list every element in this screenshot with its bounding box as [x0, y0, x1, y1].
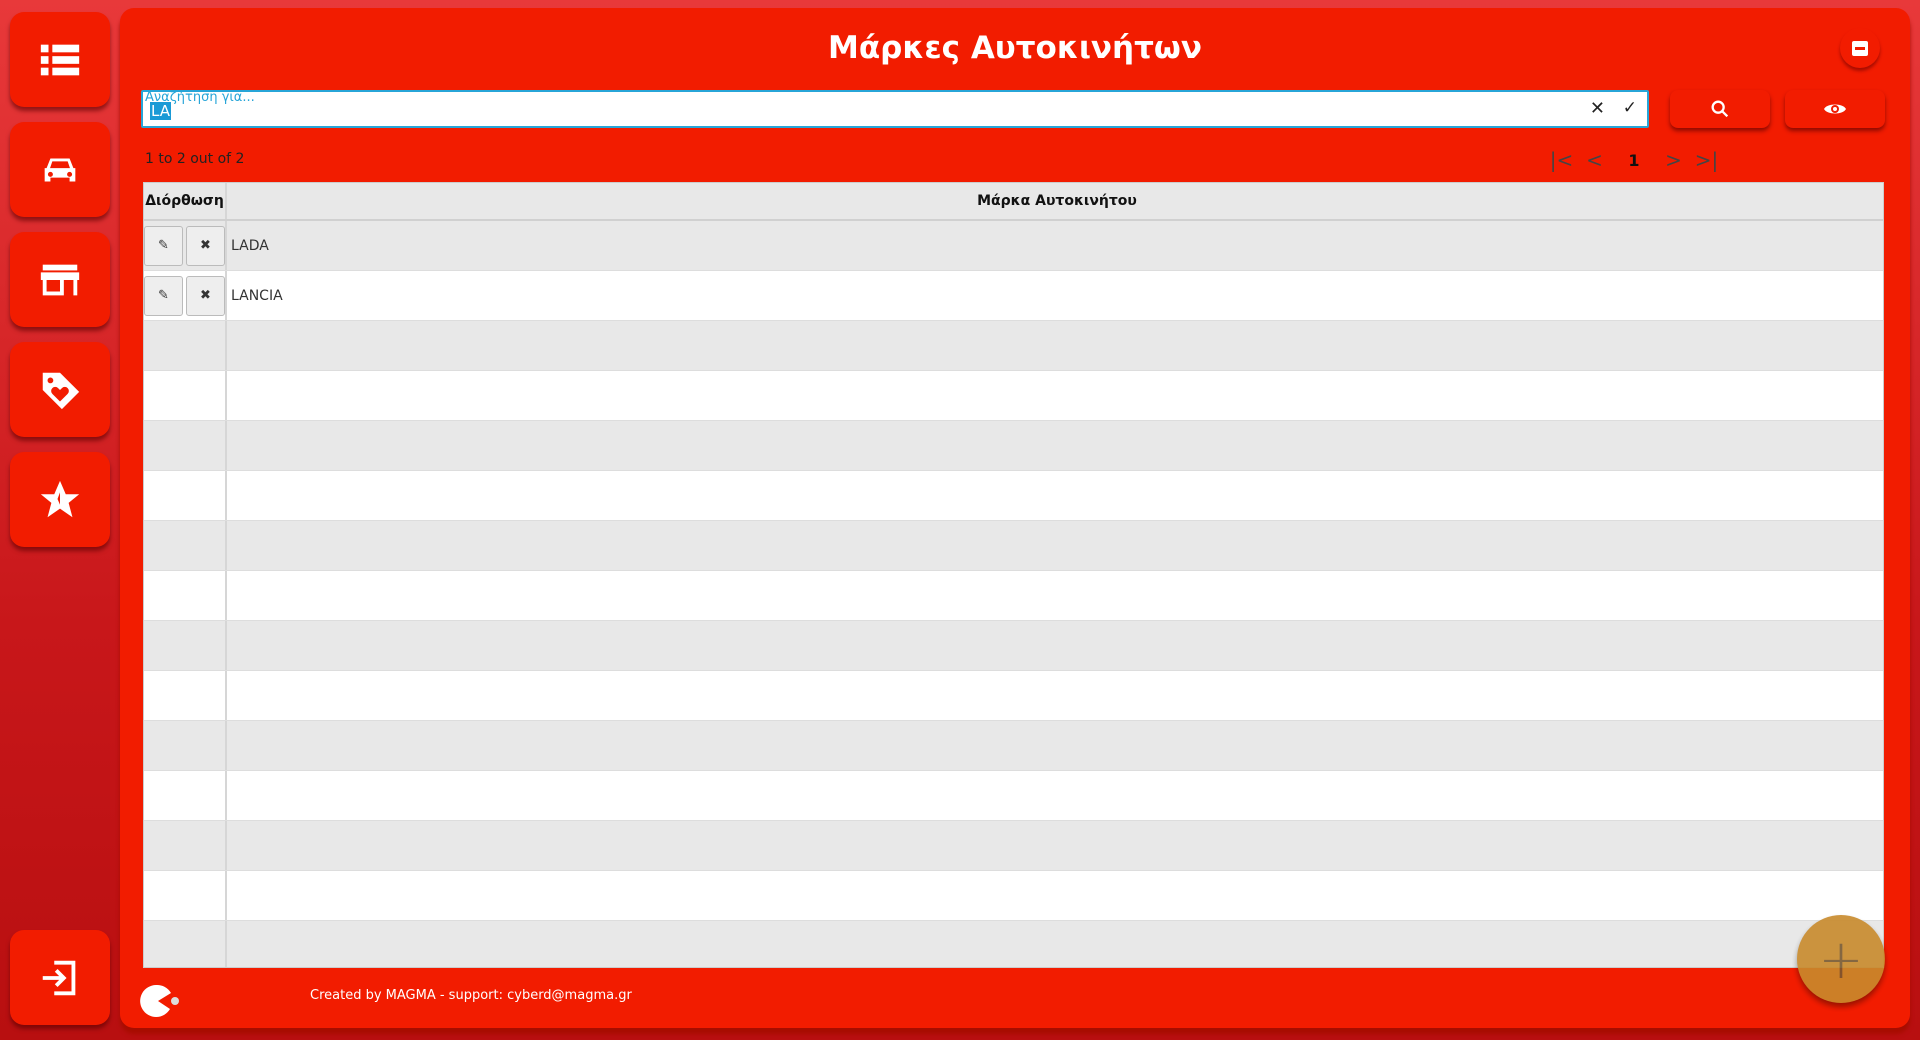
edit-cell [144, 921, 227, 967]
table-row[interactable] [144, 371, 1883, 421]
sign-in-icon [42, 960, 76, 995]
edit-cell [144, 421, 227, 470]
delete-button[interactable]: ✖ [186, 225, 225, 266]
brand-cell [227, 421, 1883, 470]
table-row[interactable]: ✎ ✖ LANCIA [144, 271, 1883, 321]
results-count: 1 to 2 out of 2 [145, 151, 245, 167]
table-row[interactable] [144, 721, 1883, 771]
brand-cell [227, 721, 1883, 770]
brand-cell [227, 571, 1883, 620]
delete-icon: ✖ [200, 238, 211, 253]
search-value[interactable]: LA [150, 102, 171, 120]
table-header: Διόρθωση Μάρκα Αυτοκινήτου [144, 183, 1883, 221]
add-brand-button[interactable]: + [1797, 915, 1885, 1003]
table-row[interactable]: ✎ ✖ LADA [144, 221, 1883, 271]
prev-page-button[interactable]: < [1586, 148, 1603, 172]
page-title: Μάρκες Αυτοκινήτων [828, 30, 1202, 66]
eye-icon [1824, 104, 1846, 114]
edit-cell [144, 721, 227, 770]
edit-cell [144, 871, 227, 920]
view-button[interactable] [1785, 90, 1885, 128]
clear-icon[interactable]: ✕ [1589, 98, 1605, 119]
table-row[interactable] [144, 621, 1883, 671]
brand-cell: LANCIA [231, 287, 283, 304]
edit-button[interactable]: ✎ [144, 275, 183, 316]
logout-button[interactable] [10, 930, 110, 1025]
delete-icon: ✖ [200, 288, 211, 303]
edit-cell [144, 571, 227, 620]
edit-cell [144, 471, 227, 520]
sidebar-item-favorites[interactable] [10, 342, 110, 437]
pagination: |< < 1 > >| [1545, 148, 1723, 172]
minimize-button[interactable] [1840, 28, 1880, 68]
table-row[interactable] [144, 471, 1883, 521]
brand-cell [227, 871, 1883, 920]
table-row[interactable] [144, 821, 1883, 871]
search-placeholder: Αναζήτηση για... [145, 90, 255, 105]
brand-cell [227, 321, 1883, 370]
brand-cell [227, 821, 1883, 870]
edit-cell: ✎ ✖ [144, 271, 227, 320]
tag-heart-icon [42, 372, 80, 409]
search-icon [1711, 100, 1729, 118]
sidebar-item-stores[interactable] [10, 232, 110, 327]
edit-cell [144, 321, 227, 370]
brands-table: Διόρθωση Μάρκα Αυτοκινήτου ✎ ✖ LADA ✎ ✖ LANCI… [143, 182, 1884, 968]
next-page-button[interactable]: > [1665, 148, 1682, 172]
column-header-edit[interactable]: Διόρθωση [144, 183, 227, 219]
brand-cell [227, 521, 1883, 570]
minus-icon [1852, 40, 1868, 56]
brand-cell [227, 621, 1883, 670]
table-row[interactable] [144, 571, 1883, 621]
main-panel: Μάρκες Αυτοκινήτων Αναζήτηση για... LA ✕… [120, 8, 1910, 1028]
last-page-button[interactable]: >| [1694, 148, 1719, 172]
car-icon [44, 158, 76, 181]
first-page-button[interactable]: |< [1549, 148, 1574, 172]
table-row[interactable] [144, 671, 1883, 721]
search-button[interactable] [1670, 90, 1770, 128]
store-icon [40, 264, 80, 295]
brand-cell [227, 671, 1883, 720]
edit-icon: ✎ [158, 238, 169, 253]
edit-cell [144, 621, 227, 670]
edit-cell [144, 771, 227, 820]
current-page[interactable]: 1 [1628, 150, 1640, 170]
check-icon[interactable]: ✓ [1622, 98, 1637, 118]
table-row[interactable] [144, 921, 1883, 967]
search-input[interactable]: Αναζήτηση για... LA ✕ ✓ [141, 90, 1649, 128]
edit-cell [144, 671, 227, 720]
table-row[interactable] [144, 771, 1883, 821]
edit-button[interactable]: ✎ [144, 225, 183, 266]
magma-logo [140, 983, 182, 1023]
table-row[interactable] [144, 871, 1883, 921]
brand-cell: LADA [231, 237, 269, 254]
table-row[interactable] [144, 521, 1883, 571]
brand-cell [227, 371, 1883, 420]
sidebar-item-list[interactable] [10, 12, 110, 107]
delete-button[interactable]: ✖ [186, 275, 225, 316]
sidebar-item-ratings[interactable] [10, 452, 110, 547]
column-header-brand[interactable]: Μάρκα Αυτοκινήτου [977, 193, 1137, 209]
edit-cell: ✎ ✖ [144, 221, 227, 270]
edit-icon: ✎ [158, 288, 169, 303]
list-icon [40, 44, 80, 75]
table-row[interactable] [144, 321, 1883, 371]
brand-cell [227, 471, 1883, 520]
footer-credits: Created by MAGMA - support: cyberd@magma… [310, 988, 632, 1003]
edit-cell [144, 821, 227, 870]
brand-cell [227, 921, 1883, 967]
brand-cell [227, 771, 1883, 820]
star-icon [40, 480, 80, 517]
sidebar-item-cars[interactable] [10, 122, 110, 217]
edit-cell [144, 521, 227, 570]
table-row[interactable] [144, 421, 1883, 471]
edit-cell [144, 371, 227, 420]
